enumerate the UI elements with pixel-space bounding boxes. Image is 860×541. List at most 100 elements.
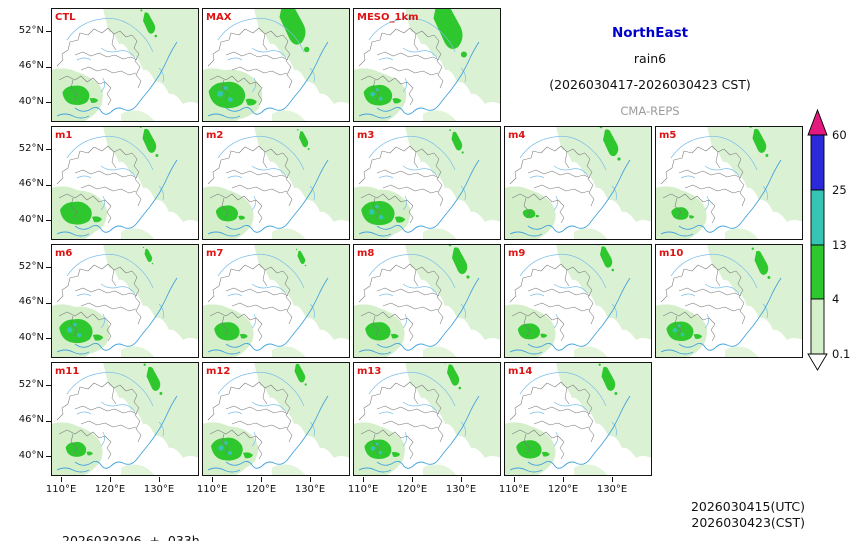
y-axis-tick: [46, 220, 51, 222]
x-axis-label: 130°E: [294, 484, 326, 495]
panel-label: MAX: [206, 12, 232, 23]
panel-label: m10: [659, 248, 683, 259]
x-axis-tick: [563, 477, 565, 482]
model-source: CMA-REPS: [620, 104, 680, 118]
y-axis-tick: [46, 149, 51, 151]
valid-time-utc: 2026030415(UTC): [690, 499, 805, 514]
y-axis-label: 46°N: [18, 60, 44, 72]
x-axis-tick: [412, 477, 414, 482]
colorbar-label: 4: [832, 292, 839, 306]
y-axis-tick: [46, 102, 51, 104]
y-axis-label: 40°N: [18, 331, 44, 343]
valid-time-cst: 2026030423(CST): [691, 515, 805, 530]
map-panel-svg: m3: [353, 126, 501, 240]
x-axis-label: 110°E: [347, 484, 379, 495]
map-panel-m11: m11: [51, 362, 199, 476]
map-panel-m14: m14: [504, 362, 652, 476]
colorbar-label: 13: [832, 238, 847, 252]
x-axis-tick: [261, 477, 263, 482]
y-axis-tick: [46, 338, 51, 340]
x-axis-label: 120°E: [94, 484, 126, 495]
x-axis-tick: [514, 477, 516, 482]
x-axis-label: 130°E: [445, 484, 477, 495]
colorbar-label: 0.1: [832, 347, 850, 361]
map-panel-m8: m8: [353, 244, 501, 358]
x-axis-tick: [212, 477, 214, 482]
y-axis-label: 52°N: [18, 260, 44, 272]
panel-label: m7: [206, 248, 223, 259]
init-time-line-1: 2026030306 + 033h: [62, 533, 200, 541]
x-axis-tick: [461, 477, 463, 482]
panel-label: m3: [357, 130, 374, 141]
x-axis-tick: [159, 477, 161, 482]
variable-name: rain6: [633, 51, 667, 66]
x-axis-label: 110°E: [498, 484, 530, 495]
x-axis-label: 130°E: [143, 484, 175, 495]
x-axis-tick: [61, 477, 63, 482]
map-panel-svg: m12: [202, 362, 350, 476]
y-axis-label: 52°N: [18, 142, 44, 154]
y-axis-tick: [46, 267, 51, 269]
map-panel-svg: m6: [51, 244, 199, 358]
panel-label: m1: [55, 130, 72, 141]
panel-label: MESO_1km: [357, 12, 419, 23]
map-panel-svg: m2: [202, 126, 350, 240]
map-panel-m7: m7: [202, 244, 350, 358]
map-panel-svg: MESO_1km: [353, 8, 501, 122]
map-panel-m13: m13: [353, 362, 501, 476]
map-panel-svg: MAX: [202, 8, 350, 122]
figure-header: NorthEast rain6 (2026030417-2026030423 C…: [495, 20, 805, 124]
init-times: 2026030306 + 033h 2026030314 + 033h: [62, 501, 200, 541]
map-panel-svg: CTL: [51, 8, 199, 122]
y-axis-label: 46°N: [18, 178, 44, 190]
x-axis-tick: [310, 477, 312, 482]
map-panel-m5: m5: [655, 126, 803, 240]
y-axis-label: 46°N: [18, 296, 44, 308]
map-panel-svg: m1: [51, 126, 199, 240]
y-axis-tick: [46, 385, 51, 387]
y-axis-label: 46°N: [18, 414, 44, 426]
y-axis-label: 40°N: [18, 213, 44, 225]
map-panel-svg: m5: [655, 126, 803, 240]
map-panel-m1: m1: [51, 126, 199, 240]
x-axis-label: 110°E: [196, 484, 228, 495]
map-panel-svg: m10: [655, 244, 803, 358]
x-axis-tick: [612, 477, 614, 482]
panel-label: m13: [357, 366, 381, 377]
map-panel-svg: m4: [504, 126, 652, 240]
y-axis-label: 52°N: [18, 24, 44, 36]
map-panel-svg: m9: [504, 244, 652, 358]
y-axis-tick: [46, 420, 51, 422]
panel-label: m14: [508, 366, 532, 377]
y-axis-tick: [46, 31, 51, 33]
y-axis-label: 40°N: [18, 449, 44, 461]
map-panel-m10: m10: [655, 244, 803, 358]
map-panel-CTL: CTL: [51, 8, 199, 122]
map-panel-MESO_1km: MESO_1km: [353, 8, 501, 122]
map-panel-m12: m12: [202, 362, 350, 476]
y-axis-tick: [46, 184, 51, 186]
y-axis-tick: [46, 66, 51, 68]
x-axis-label: 130°E: [596, 484, 628, 495]
y-axis-tick: [46, 302, 51, 304]
panel-label: m8: [357, 248, 374, 259]
x-axis-label: 120°E: [547, 484, 579, 495]
x-axis-label: 120°E: [396, 484, 428, 495]
map-panel-m6: m6: [51, 244, 199, 358]
y-axis-label: 40°N: [18, 95, 44, 107]
panel-label: m12: [206, 366, 230, 377]
map-panel-svg: m7: [202, 244, 350, 358]
map-panel-svg: m11: [51, 362, 199, 476]
region-title: NorthEast: [611, 25, 689, 41]
map-panel-m3: m3: [353, 126, 501, 240]
panel-label: m6: [55, 248, 72, 259]
y-axis-label: 52°N: [18, 378, 44, 390]
valid-period: (2026030417-2026030423 CST): [549, 77, 751, 92]
panel-label: m2: [206, 130, 223, 141]
map-panel-svg: m13: [353, 362, 501, 476]
map-panel-svg: m14: [504, 362, 652, 476]
colorbar-label: 25: [832, 183, 847, 197]
x-axis-label: 110°E: [45, 484, 77, 495]
panel-label: m5: [659, 130, 676, 141]
